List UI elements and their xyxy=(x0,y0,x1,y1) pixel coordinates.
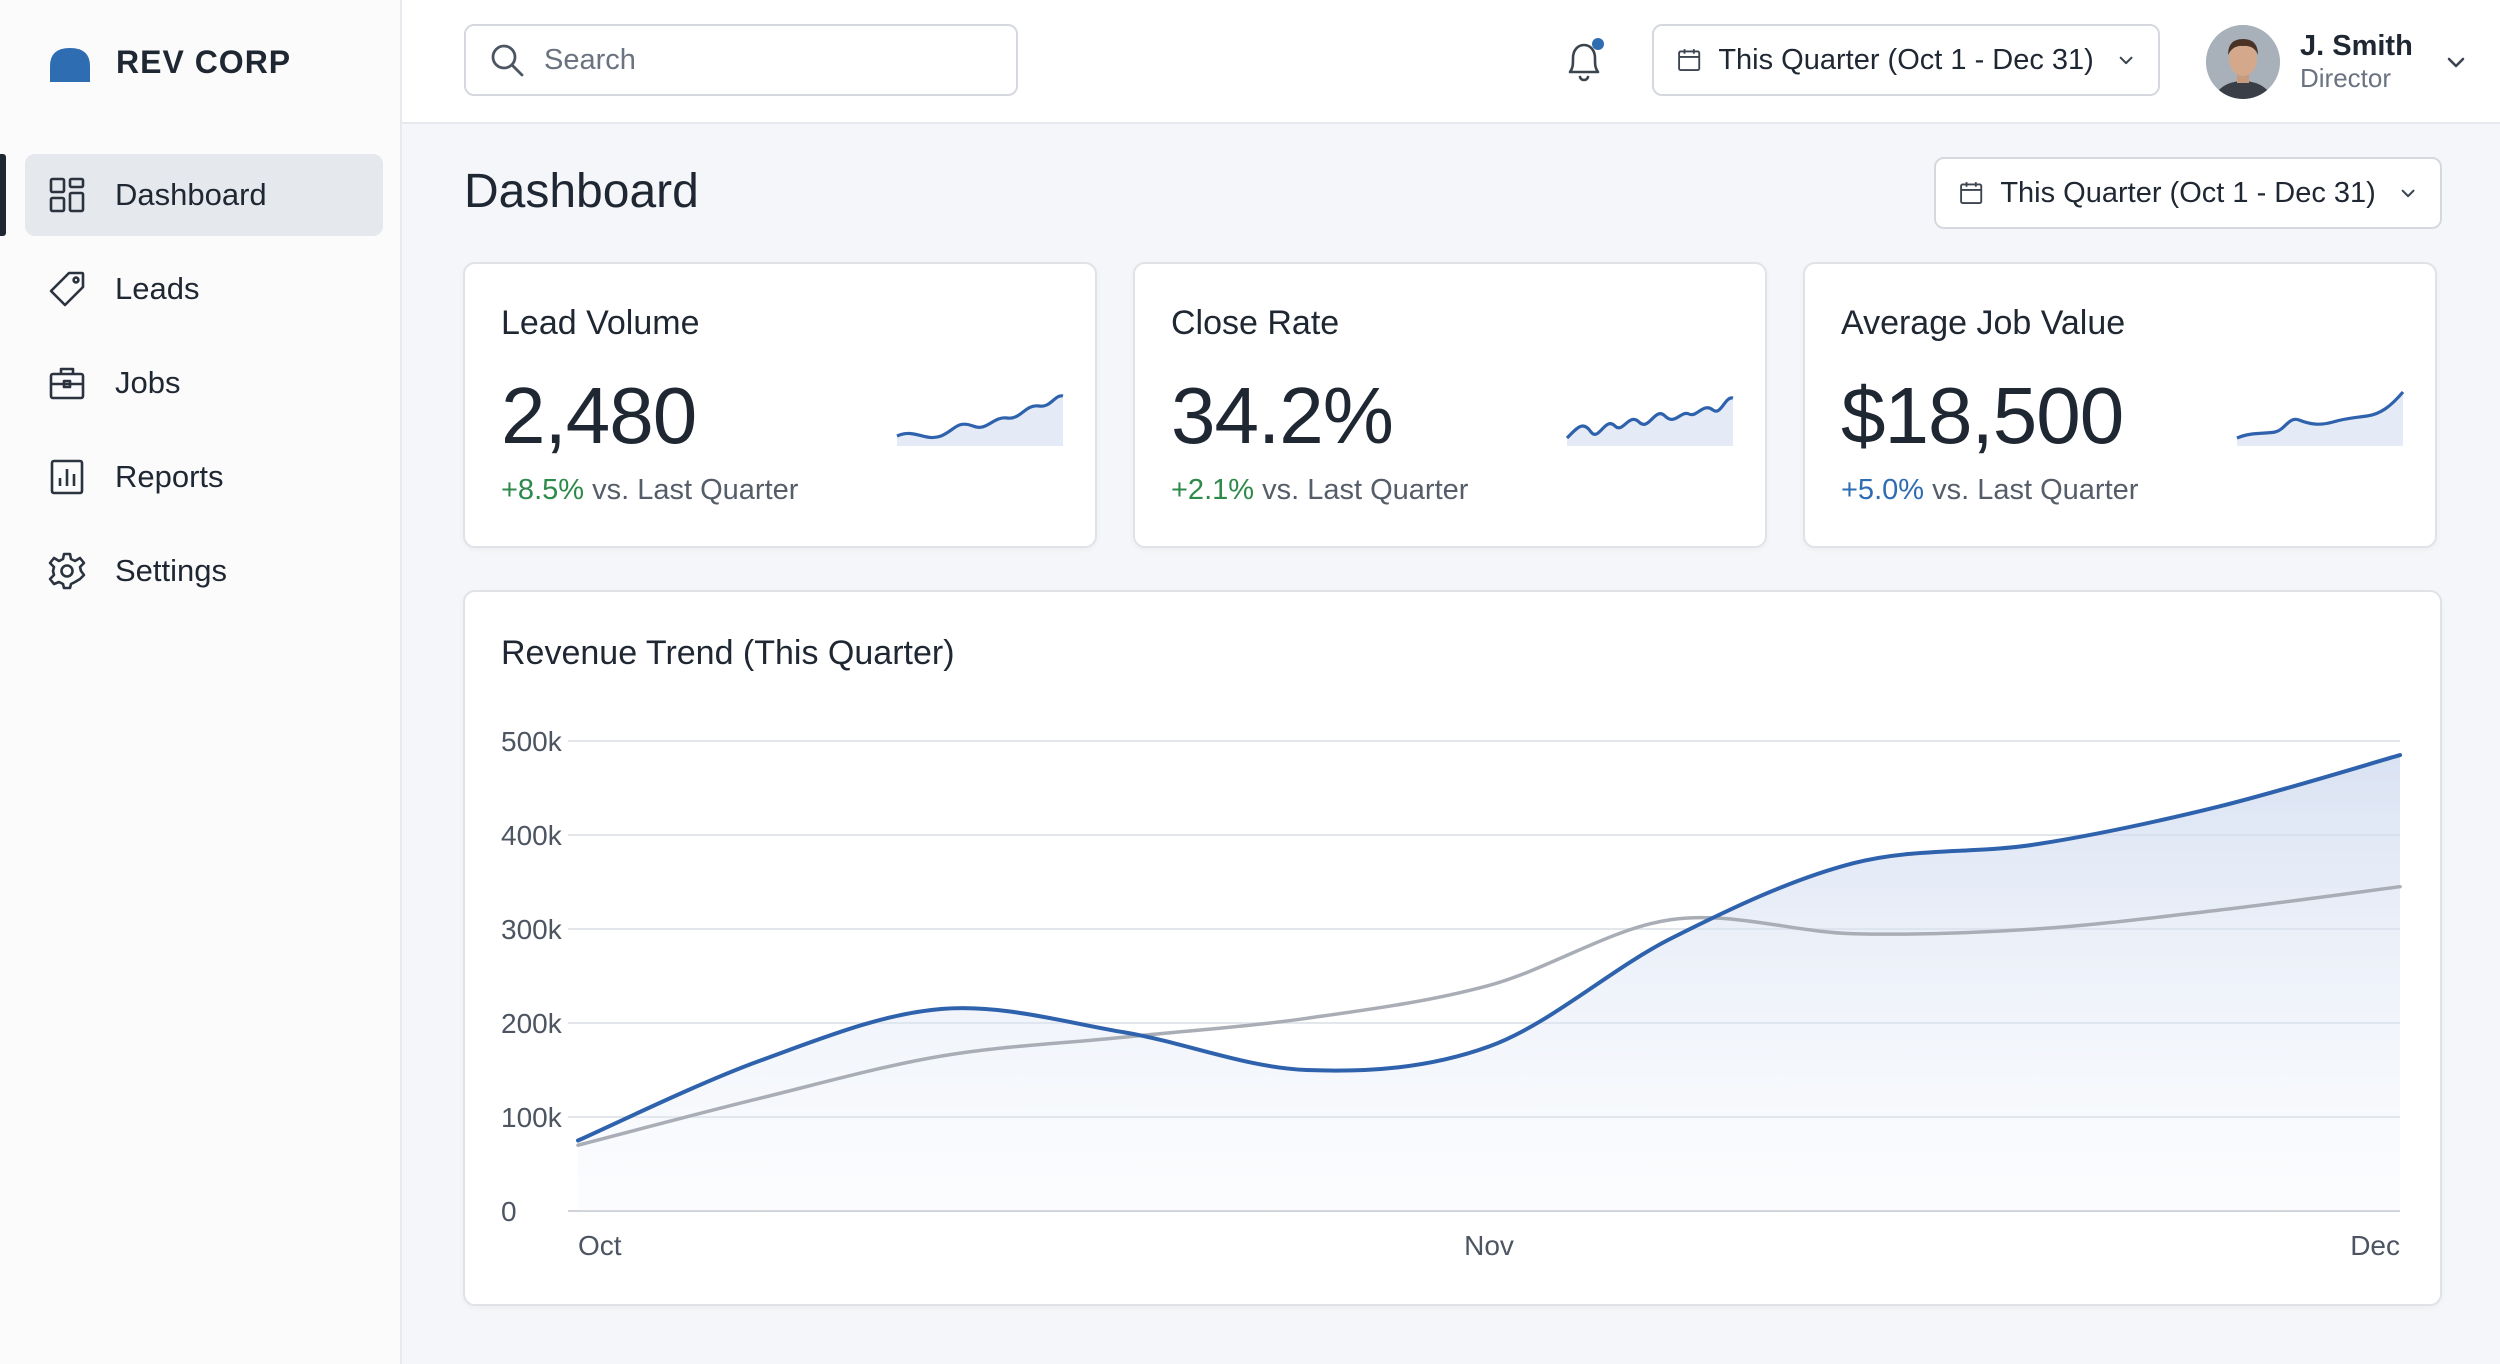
notifications-button[interactable] xyxy=(1560,34,1610,88)
kpi-title: Lead Volume xyxy=(501,304,700,342)
sidebar-item-label: Jobs xyxy=(115,365,181,400)
y-tick-label: 0 xyxy=(501,1196,517,1227)
brand-name: REV CORP xyxy=(116,43,292,80)
avatar xyxy=(2206,25,2280,99)
kpi-title: Close Rate xyxy=(1171,304,1340,342)
sidebar: REV CORP Dashboard Leads xyxy=(0,0,402,1364)
sparkline xyxy=(1565,396,1734,446)
kpi-card-average-job-value[interactable]: Average Job Value $18,500 +5.0% vs. Last… xyxy=(1803,262,2437,548)
sidebar-item-settings[interactable]: Settings xyxy=(25,530,383,612)
sidebar-item-label: Dashboard xyxy=(115,177,267,212)
kpi-change: +8.5% vs. Last Quarter xyxy=(501,474,798,507)
date-range-select-top[interactable]: This Quarter (Oct 1 - Dec 31) xyxy=(1652,24,2160,96)
brand-logo-icon xyxy=(50,48,90,82)
x-tick-label: Oct xyxy=(578,1230,622,1261)
bar-chart-icon xyxy=(47,457,87,497)
bell-icon xyxy=(1568,38,1604,82)
y-tick-label: 100k xyxy=(501,1102,563,1133)
x-tick-label: Dec xyxy=(2350,1230,2400,1261)
kpi-change-percent: +5.0% xyxy=(1841,474,1925,506)
kpi-value: 2,480 xyxy=(501,371,697,460)
tag-icon xyxy=(47,269,87,309)
calendar-icon xyxy=(1960,182,1983,205)
sparkline xyxy=(896,394,1064,446)
kpi-change-text: vs. Last Quarter xyxy=(592,474,799,506)
kpi-card-close-rate[interactable]: Close Rate 34.2% +2.1% vs. Last Quarter xyxy=(1133,262,1767,548)
date-range-label: This Quarter (Oct 1 - Dec 31) xyxy=(1718,43,2094,76)
chevron-down-icon xyxy=(2119,56,2133,65)
revenue-trend-card: 0 100k 200k 300k 400k 500k Oct Nov Dec Revenue T… xyxy=(463,590,2442,1306)
kpi-change-text: vs. Last Quarter xyxy=(1932,474,2139,506)
kpi-value: $18,500 xyxy=(1841,371,2124,460)
kpi-change-percent: +2.1% xyxy=(1171,474,1255,506)
user-name: J. Smith xyxy=(2300,30,2413,63)
user-menu[interactable]: J. Smith Director xyxy=(2206,22,2469,102)
chevron-down-icon xyxy=(2401,189,2415,198)
brand[interactable]: REV CORP xyxy=(48,40,291,84)
date-range-label: This Quarter (Oct 1 - Dec 31) xyxy=(2000,176,2376,209)
search-box[interactable] xyxy=(464,24,1018,96)
y-tick-label: 300k xyxy=(501,914,563,945)
chart-title: Revenue Trend (This Quarter) xyxy=(501,634,955,672)
search-icon xyxy=(491,44,524,77)
kpi-card-lead-volume[interactable]: Lead Volume 2,480 +8.5% vs. Last Quarter xyxy=(463,262,1097,548)
chevron-down-icon xyxy=(2447,57,2465,68)
gear-icon xyxy=(47,551,87,591)
sidebar-item-leads[interactable]: Leads xyxy=(25,248,383,330)
calendar-icon xyxy=(1678,49,1701,72)
search-input[interactable] xyxy=(544,43,984,77)
sidebar-item-label: Settings xyxy=(115,553,228,588)
sidebar-nav: Dashboard Leads Jobs xyxy=(0,154,402,624)
user-role: Director xyxy=(2300,62,2392,93)
sidebar-item-label: Reports xyxy=(115,459,224,494)
kpi-value: 34.2% xyxy=(1171,371,1394,460)
sidebar-item-reports[interactable]: Reports xyxy=(25,436,383,518)
series-line-primary xyxy=(576,753,2402,1143)
kpi-change-percent: +8.5% xyxy=(501,474,585,506)
y-tick-label: 200k xyxy=(501,1008,563,1039)
y-tick-label: 500k xyxy=(501,726,563,757)
topbar: This Quarter (Oct 1 - Dec 31) J. Smith D… xyxy=(402,0,2500,124)
sidebar-item-dashboard[interactable]: Dashboard xyxy=(0,154,383,236)
kpi-title: Average Job Value xyxy=(1841,304,2126,342)
series-area xyxy=(578,755,2400,1211)
unread-dot xyxy=(1592,38,1604,50)
revenue-trend-chart: 0 100k 200k 300k 400k 500k Oct Nov Dec xyxy=(501,726,2402,1261)
x-tick-label: Nov xyxy=(1464,1230,1514,1261)
kpi-change-text: vs. Last Quarter xyxy=(1262,474,1469,506)
series-line-secondary xyxy=(576,884,2402,1147)
date-range-select-page[interactable]: This Quarter (Oct 1 - Dec 31) xyxy=(1934,157,2442,229)
sidebar-item-label: Leads xyxy=(115,271,200,306)
kpi-change: +5.0% vs. Last Quarter xyxy=(1841,474,2138,507)
briefcase-icon xyxy=(47,363,87,403)
y-tick-label: 400k xyxy=(501,820,563,851)
sparkline xyxy=(2236,390,2405,446)
dashboard-grid-icon xyxy=(47,175,87,215)
kpi-change: +2.1% vs. Last Quarter xyxy=(1171,474,1468,507)
sidebar-item-jobs[interactable]: Jobs xyxy=(25,342,383,424)
page-title: Dashboard xyxy=(464,165,699,218)
